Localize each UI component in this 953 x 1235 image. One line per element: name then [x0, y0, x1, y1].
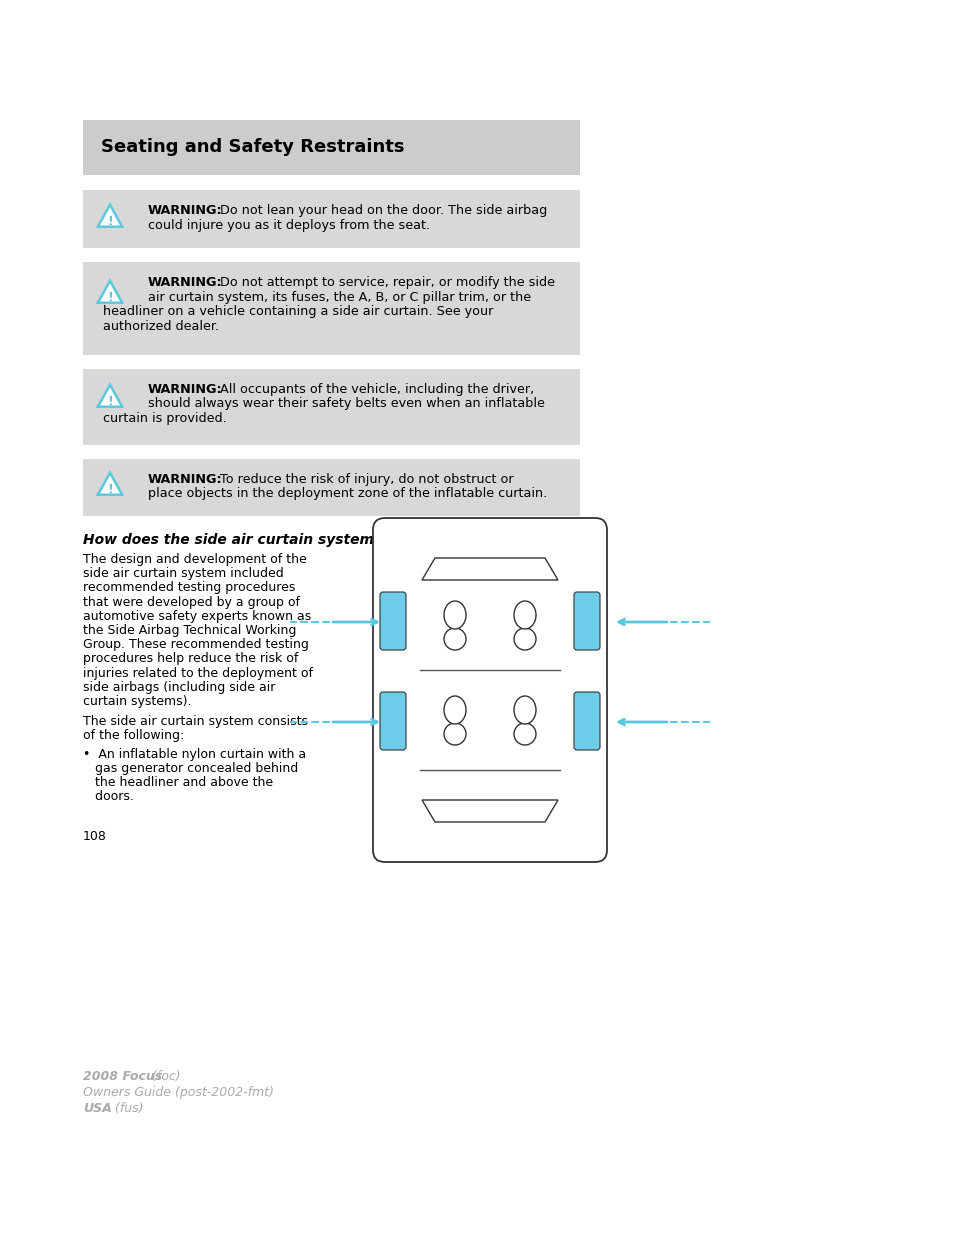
Circle shape	[514, 722, 536, 745]
Text: USA: USA	[83, 1102, 112, 1115]
FancyBboxPatch shape	[83, 459, 579, 516]
Text: automotive safety experts known as: automotive safety experts known as	[83, 610, 311, 622]
Polygon shape	[98, 384, 122, 406]
Text: WARNING:: WARNING:	[148, 204, 222, 217]
Text: curtain is provided.: curtain is provided.	[103, 412, 227, 425]
Text: side airbags (including side air: side airbags (including side air	[83, 680, 275, 694]
Text: (foc): (foc)	[148, 1070, 180, 1083]
FancyBboxPatch shape	[83, 369, 579, 445]
Ellipse shape	[514, 601, 536, 629]
Ellipse shape	[443, 697, 465, 724]
Text: •  An inflatable nylon curtain with a: • An inflatable nylon curtain with a	[83, 747, 306, 761]
Text: Seating and Safety Restraints: Seating and Safety Restraints	[101, 138, 404, 157]
Ellipse shape	[514, 697, 536, 724]
Text: that were developed by a group of: that were developed by a group of	[83, 595, 299, 609]
Circle shape	[443, 722, 465, 745]
Text: !: !	[107, 483, 112, 495]
Text: 2008 Focus: 2008 Focus	[83, 1070, 162, 1083]
Text: WARNING:: WARNING:	[148, 383, 222, 396]
Text: WARNING:: WARNING:	[148, 473, 222, 487]
Text: Do not attempt to service, repair, or modify the side: Do not attempt to service, repair, or mo…	[215, 275, 555, 289]
FancyBboxPatch shape	[379, 592, 406, 650]
Polygon shape	[421, 558, 558, 580]
Text: The side air curtain system consists: The side air curtain system consists	[83, 715, 308, 729]
Text: doors.: doors.	[83, 790, 133, 803]
Text: the headliner and above the: the headliner and above the	[83, 776, 273, 789]
Ellipse shape	[443, 601, 465, 629]
FancyBboxPatch shape	[83, 120, 579, 175]
Text: Do not lean your head on the door. The side airbag: Do not lean your head on the door. The s…	[215, 204, 547, 217]
Text: !: !	[107, 215, 112, 227]
Polygon shape	[98, 280, 122, 303]
Text: Group. These recommended testing: Group. These recommended testing	[83, 638, 309, 651]
Text: side air curtain system included: side air curtain system included	[83, 567, 283, 580]
Text: the Side Airbag Technical Working: the Side Airbag Technical Working	[83, 624, 296, 637]
Circle shape	[443, 629, 465, 650]
Text: WARNING:: WARNING:	[148, 275, 222, 289]
Text: should always wear their safety belts even when an inflatable: should always wear their safety belts ev…	[148, 398, 544, 410]
Polygon shape	[98, 205, 122, 227]
Text: of the following:: of the following:	[83, 730, 184, 742]
FancyBboxPatch shape	[574, 592, 599, 650]
Circle shape	[514, 629, 536, 650]
Text: How does the side air curtain system work?: How does the side air curtain system wor…	[83, 534, 425, 547]
FancyBboxPatch shape	[379, 692, 406, 750]
Polygon shape	[98, 473, 122, 495]
FancyBboxPatch shape	[83, 190, 579, 248]
Text: !: !	[107, 395, 112, 408]
Text: authorized dealer.: authorized dealer.	[103, 320, 219, 332]
Text: To reduce the risk of injury, do not obstruct or: To reduce the risk of injury, do not obs…	[215, 473, 513, 487]
Text: gas generator concealed behind: gas generator concealed behind	[83, 762, 298, 774]
Polygon shape	[421, 800, 558, 823]
Text: Owners Guide (post-2002-fmt): Owners Guide (post-2002-fmt)	[83, 1086, 274, 1099]
Text: curtain systems).: curtain systems).	[83, 695, 192, 708]
Text: recommended testing procedures: recommended testing procedures	[83, 582, 295, 594]
Text: All occupants of the vehicle, including the driver,: All occupants of the vehicle, including …	[215, 383, 534, 396]
Text: !: !	[107, 290, 112, 304]
Text: The design and development of the: The design and development of the	[83, 553, 307, 566]
Text: injuries related to the deployment of: injuries related to the deployment of	[83, 667, 313, 679]
Text: could injure you as it deploys from the seat.: could injure you as it deploys from the …	[148, 219, 430, 231]
FancyBboxPatch shape	[83, 262, 579, 354]
FancyBboxPatch shape	[574, 692, 599, 750]
Text: air curtain system, its fuses, the A, B, or C pillar trim, or the: air curtain system, its fuses, the A, B,…	[148, 290, 531, 304]
Text: procedures help reduce the risk of: procedures help reduce the risk of	[83, 652, 298, 666]
Text: place objects in the deployment zone of the inflatable curtain.: place objects in the deployment zone of …	[148, 488, 547, 500]
Text: headliner on a vehicle containing a side air curtain. See your: headliner on a vehicle containing a side…	[103, 305, 493, 317]
FancyBboxPatch shape	[373, 517, 606, 862]
Text: (fus): (fus)	[111, 1102, 143, 1115]
Text: 108: 108	[83, 830, 107, 844]
